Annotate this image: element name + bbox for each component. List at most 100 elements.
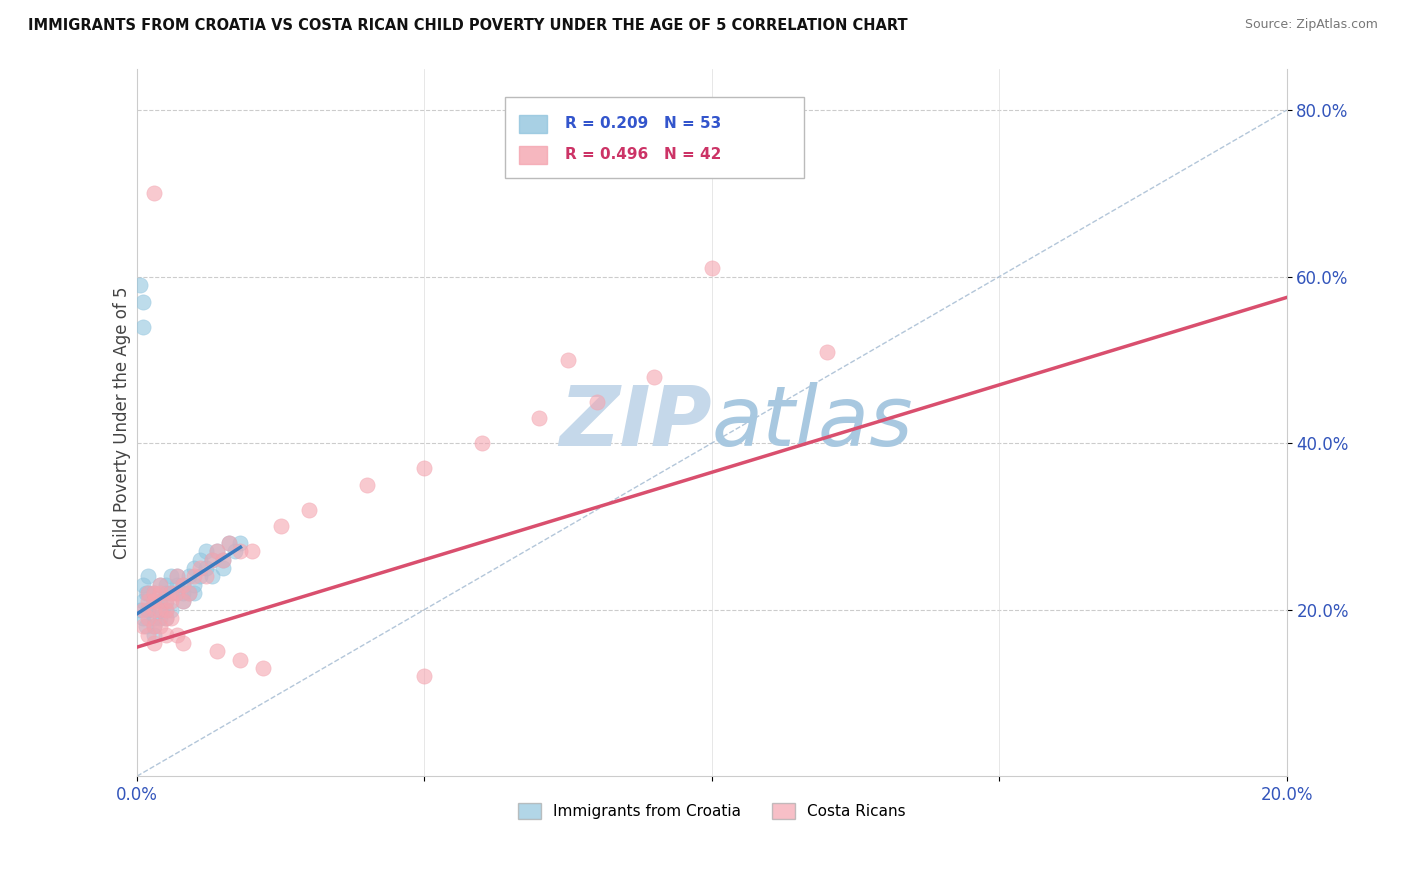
Point (135, 586, 157, 600)
Point (298, 502, 321, 516)
Point (188, 561, 211, 575)
Bar (519, 115, 547, 133)
Point (183, 586, 205, 600)
Point (188, 569, 211, 583)
Point (132, 319, 155, 334)
Point (212, 552, 235, 566)
Text: atlas: atlas (711, 382, 914, 463)
Point (155, 594, 177, 608)
Point (143, 602, 166, 616)
Point (229, 536, 252, 550)
Point (218, 536, 240, 550)
Point (252, 661, 274, 675)
Point (143, 627, 166, 641)
Point (132, 594, 155, 608)
Text: IMMIGRANTS FROM CROATIA VS COSTA RICAN CHILD POVERTY UNDER THE AGE OF 5 CORRELAT: IMMIGRANTS FROM CROATIA VS COSTA RICAN C… (28, 18, 908, 33)
Text: ZIP: ZIP (560, 382, 711, 463)
Point (224, 544, 246, 558)
Point (138, 602, 160, 616)
Point (138, 627, 160, 641)
Point (201, 552, 224, 566)
Point (155, 577, 177, 591)
Point (160, 586, 183, 600)
Point (143, 594, 166, 608)
Point (172, 577, 194, 591)
Point (128, 277, 150, 292)
Point (138, 586, 160, 600)
Point (194, 544, 217, 558)
Point (643, 369, 665, 384)
Point (356, 477, 378, 491)
Point (149, 611, 172, 625)
Point (138, 594, 160, 608)
Point (183, 561, 205, 575)
Point (149, 577, 172, 591)
Point (212, 552, 235, 566)
Point (155, 627, 177, 641)
Point (183, 577, 205, 591)
Point (155, 611, 177, 625)
Text: R = 0.209   N = 53: R = 0.209 N = 53 (565, 116, 721, 131)
Point (229, 544, 252, 558)
Point (166, 627, 188, 641)
Point (138, 586, 160, 600)
Point (201, 552, 224, 566)
Point (160, 569, 183, 583)
Point (207, 544, 229, 558)
Point (160, 611, 183, 625)
Point (132, 611, 155, 625)
Point (149, 577, 172, 591)
Point (172, 594, 194, 608)
Point (212, 561, 235, 575)
Point (529, 411, 551, 425)
Point (155, 586, 177, 600)
Point (132, 294, 155, 309)
Point (177, 586, 200, 600)
Point (194, 561, 217, 575)
Point (815, 344, 838, 359)
Point (149, 602, 172, 616)
Point (143, 619, 166, 633)
Point (160, 586, 183, 600)
Point (413, 461, 436, 475)
Point (471, 436, 494, 450)
Legend: Immigrants from Croatia, Costa Ricans: Immigrants from Croatia, Costa Ricans (512, 797, 911, 825)
Point (132, 577, 155, 591)
Point (177, 586, 200, 600)
Text: R = 0.496   N = 42: R = 0.496 N = 42 (565, 147, 721, 162)
Point (155, 594, 177, 608)
Point (143, 594, 166, 608)
Point (240, 544, 263, 558)
Point (194, 569, 217, 583)
Point (229, 652, 252, 666)
Point (138, 611, 160, 625)
Point (143, 611, 166, 625)
Point (207, 544, 229, 558)
Point (149, 594, 172, 608)
Point (166, 569, 188, 583)
Bar (519, 146, 547, 164)
Point (557, 352, 579, 367)
Point (160, 602, 183, 616)
Point (160, 594, 183, 608)
Point (143, 186, 166, 201)
Point (166, 586, 188, 600)
Point (188, 552, 211, 566)
Point (172, 577, 194, 591)
Point (155, 611, 177, 625)
Point (166, 577, 188, 591)
Text: Source: ZipAtlas.com: Source: ZipAtlas.com (1244, 18, 1378, 31)
Point (413, 669, 436, 683)
Point (135, 619, 157, 633)
Point (155, 602, 177, 616)
Point (166, 586, 188, 600)
Point (172, 636, 194, 650)
Point (172, 586, 194, 600)
Point (149, 619, 172, 633)
Point (128, 602, 150, 616)
FancyBboxPatch shape (505, 97, 804, 178)
Point (143, 636, 166, 650)
Point (700, 261, 723, 276)
Point (143, 586, 166, 600)
Point (207, 644, 229, 658)
